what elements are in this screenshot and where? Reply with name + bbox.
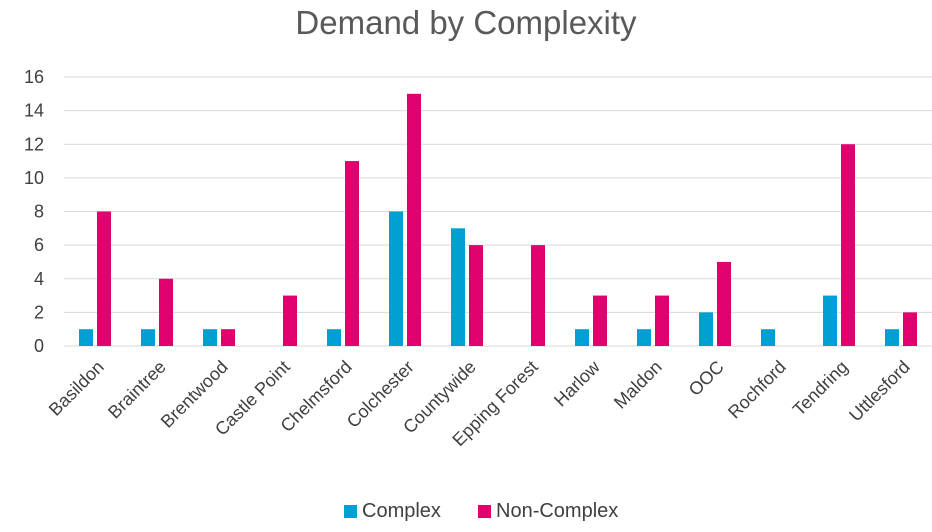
legend-label: Non-Complex [496, 500, 618, 522]
legend-label: Complex [362, 500, 441, 522]
bar-non-complex-chelmsford [345, 161, 359, 346]
bar-non-complex-harlow [593, 295, 607, 346]
bar-non-complex-maldon [655, 295, 669, 346]
x-tick-label: Uttlesford [845, 357, 914, 426]
bar-complex-rochford [761, 329, 775, 346]
y-tick-label: 10 [24, 168, 44, 188]
y-tick-label: 8 [34, 202, 44, 222]
x-tick-label: Basildon [45, 357, 108, 420]
y-tick-label: 16 [24, 67, 44, 87]
bar-non-complex-colchester [407, 93, 421, 346]
bar-non-complex-tendring [841, 144, 855, 346]
y-tick-label: 12 [24, 134, 44, 154]
bar-non-complex-basildon [97, 211, 111, 346]
bar-non-complex-epping-forest [531, 245, 545, 346]
bar-complex-braintree [141, 329, 155, 346]
bar-non-complex-castle-point [283, 295, 297, 346]
gridlines [64, 76, 932, 347]
x-tick-label: Harlow [550, 356, 604, 410]
x-tick-label: Braintree [104, 357, 170, 423]
bar-non-complex-brentwood [221, 329, 235, 346]
y-tick-label: 0 [34, 336, 44, 356]
bar-complex-brentwood [203, 329, 217, 346]
legend: Complex Non-Complex [344, 500, 618, 522]
y-tick-label: 2 [34, 302, 44, 322]
y-axis-ticks: 0 2 4 6 8 10 12 14 16 [24, 67, 44, 356]
x-tick-label: Rochford [724, 357, 790, 423]
bar-complex-uttlesford [885, 329, 899, 346]
bar-complex-basildon [79, 329, 93, 346]
bar-complex-colchester [389, 211, 403, 346]
bar-complex-tendring [823, 295, 837, 346]
legend-swatch [478, 505, 491, 518]
bars [79, 93, 917, 346]
bar-non-complex-countywide [469, 245, 483, 346]
y-tick-label: 14 [24, 101, 44, 121]
x-tick-label: OOC [685, 357, 728, 400]
bar-complex-ooc [699, 312, 713, 346]
bar-complex-chelmsford [327, 329, 341, 346]
bar-non-complex-uttlesford [903, 312, 917, 346]
bar-complex-countywide [451, 228, 465, 346]
bar-complex-maldon [637, 329, 651, 346]
y-tick-label: 6 [34, 235, 44, 255]
y-tick-label: 4 [34, 269, 44, 289]
bar-non-complex-ooc [717, 261, 731, 346]
x-tick-label: Maldon [610, 357, 666, 413]
bar-non-complex-braintree [159, 278, 173, 346]
chart-title: Demand by Complexity [295, 4, 637, 41]
bar-complex-harlow [575, 329, 589, 346]
legend-swatch [344, 505, 357, 518]
x-tick-label: Tendring [789, 357, 852, 420]
